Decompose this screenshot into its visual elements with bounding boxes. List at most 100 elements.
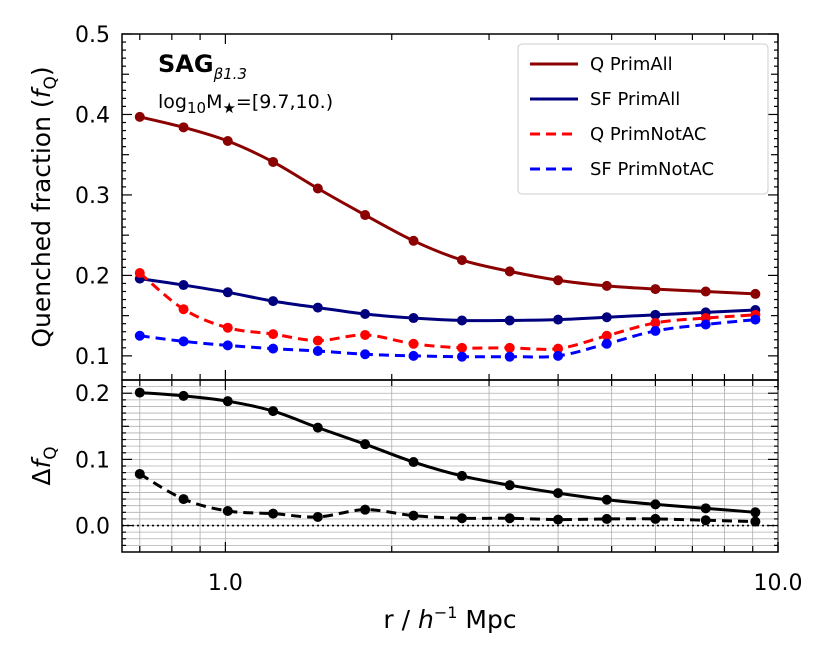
top-series-3-point — [222, 340, 233, 351]
top-series-2-point — [456, 342, 467, 353]
bottom-series-1-point — [360, 504, 371, 515]
top-series-2-point — [222, 322, 233, 333]
bottom-series-1-point — [700, 515, 711, 526]
bottom-series-1-point — [178, 494, 189, 505]
top-series-1-point — [553, 314, 564, 325]
top-series-0-point — [553, 275, 564, 286]
bottom-y-tick-label: 0.1 — [75, 448, 110, 473]
top-series-3-point — [700, 319, 711, 330]
top-series-2-point — [134, 267, 145, 278]
top-y-tick-label: 0.5 — [75, 23, 110, 48]
bottom-series-0-point — [553, 488, 564, 499]
top-series-1-point — [222, 287, 233, 298]
bottom-series-1-point — [504, 513, 515, 524]
top-series-1-point — [650, 309, 661, 320]
top-series-line-1 — [139, 277, 756, 323]
top-series-3-point — [268, 343, 279, 354]
top-series-2-point — [553, 343, 564, 354]
mass-range-label: log10M★=[9.7,10.) — [158, 91, 333, 117]
top-series-1-point — [312, 302, 323, 313]
top-series-3-point — [750, 314, 761, 325]
top-series-2-point — [360, 329, 371, 340]
top-series-0-point — [650, 284, 661, 295]
top-series-1-point — [178, 280, 189, 291]
top-series-3-point — [360, 349, 371, 360]
top-series-0-point — [134, 111, 145, 122]
bottom-series-0-point — [700, 503, 711, 514]
bottom-series-line-1 — [139, 472, 756, 524]
bottom-series-1-point — [312, 511, 323, 522]
top-y-tick-label: 0.1 — [75, 345, 110, 370]
bottom-series-0-point — [650, 499, 661, 510]
bottom-series-1-point — [750, 516, 761, 527]
bottom-series-1-point — [553, 514, 564, 525]
top-series-1-point — [268, 296, 279, 307]
top-series-0-point — [268, 156, 279, 167]
top-series-2-point — [650, 317, 661, 328]
top-series-2-point — [312, 335, 323, 346]
top-series-1-point — [504, 315, 515, 326]
top-series-0-point — [408, 235, 419, 246]
bottom-panel-series — [134, 387, 761, 527]
x-tick-label: 10.0 — [754, 571, 803, 596]
bottom-y-tick-label: 0.2 — [75, 382, 110, 407]
top-series-2-point — [178, 304, 189, 315]
top-series-3-point — [650, 325, 661, 336]
top-series-3-point — [456, 351, 467, 362]
legend-box — [517, 43, 769, 195]
legend-label-sf-primall: SF PrimAll — [590, 89, 680, 110]
top-series-1-point — [456, 315, 467, 326]
bottom-series-1-point — [456, 513, 467, 524]
top-series-0-point — [312, 183, 323, 194]
top-panel-series — [134, 111, 761, 362]
bottom-series-0-point — [601, 494, 612, 505]
top-series-0-point — [700, 286, 711, 297]
top-series-3-point — [408, 350, 419, 361]
bottom-series-0-point — [504, 480, 515, 491]
top-series-0-point — [360, 210, 371, 221]
bottom-panel-grid — [122, 380, 779, 552]
top-y-tick-label: 0.2 — [75, 264, 110, 289]
legend-label-sf-primnotac: SF PrimNotAC — [590, 159, 714, 180]
top-series-2-point — [268, 329, 279, 340]
top-series-0-point — [601, 280, 612, 291]
top-series-0-point — [178, 122, 189, 133]
top-series-0-point — [222, 136, 233, 147]
legend-label-q-primall: Q PrimAll — [590, 54, 673, 75]
bottom-series-0-point — [178, 390, 189, 401]
bottom-series-0-point — [268, 406, 279, 417]
top-series-3-point — [504, 351, 515, 362]
top-series-3-point — [601, 338, 612, 349]
bottom-y-tick-label: 0.0 — [75, 515, 110, 540]
model-name: SAGβ1.3 — [158, 50, 247, 83]
top-y-tick-label: 0.4 — [75, 103, 110, 128]
bottom-series-0-point — [134, 387, 145, 398]
top-series-1-point — [408, 313, 419, 324]
top-series-0-point — [750, 288, 761, 299]
bottom-series-0-point — [750, 507, 761, 518]
top-y-axis-label: Quenched fraction (fQ) — [27, 66, 61, 347]
top-series-0-point — [456, 255, 467, 266]
bottom-series-1-point — [268, 508, 279, 519]
x-axis-label: r / h−1 Mpc — [383, 603, 516, 634]
bottom-series-0-point — [360, 439, 371, 450]
legend-label-q-primnotac: Q PrimNotAC — [590, 124, 706, 145]
bottom-series-0-point — [222, 396, 233, 407]
top-series-3-point — [312, 346, 323, 357]
legend: Q PrimAll SF PrimAll Q PrimNotAC SF Prim… — [517, 43, 769, 195]
top-y-tick-label: 0.3 — [75, 184, 110, 209]
top-series-2-point — [601, 330, 612, 341]
bottom-series-0-point — [408, 457, 419, 468]
bottom-y-axis-label: ΔfQ — [27, 446, 61, 485]
bottom-series-1-point — [601, 513, 612, 524]
top-series-2-point — [504, 342, 515, 353]
model-annotation: SAGβ1.3 log10M★=[9.7,10.) — [158, 50, 333, 117]
top-series-0-point — [504, 266, 515, 277]
top-series-2-point — [408, 338, 419, 349]
top-series-1-point — [360, 309, 371, 320]
top-series-3-point — [553, 350, 564, 361]
x-tick-label: 1.0 — [208, 571, 243, 596]
bottom-series-0-point — [312, 422, 323, 433]
bottom-series-1-point — [134, 468, 145, 479]
